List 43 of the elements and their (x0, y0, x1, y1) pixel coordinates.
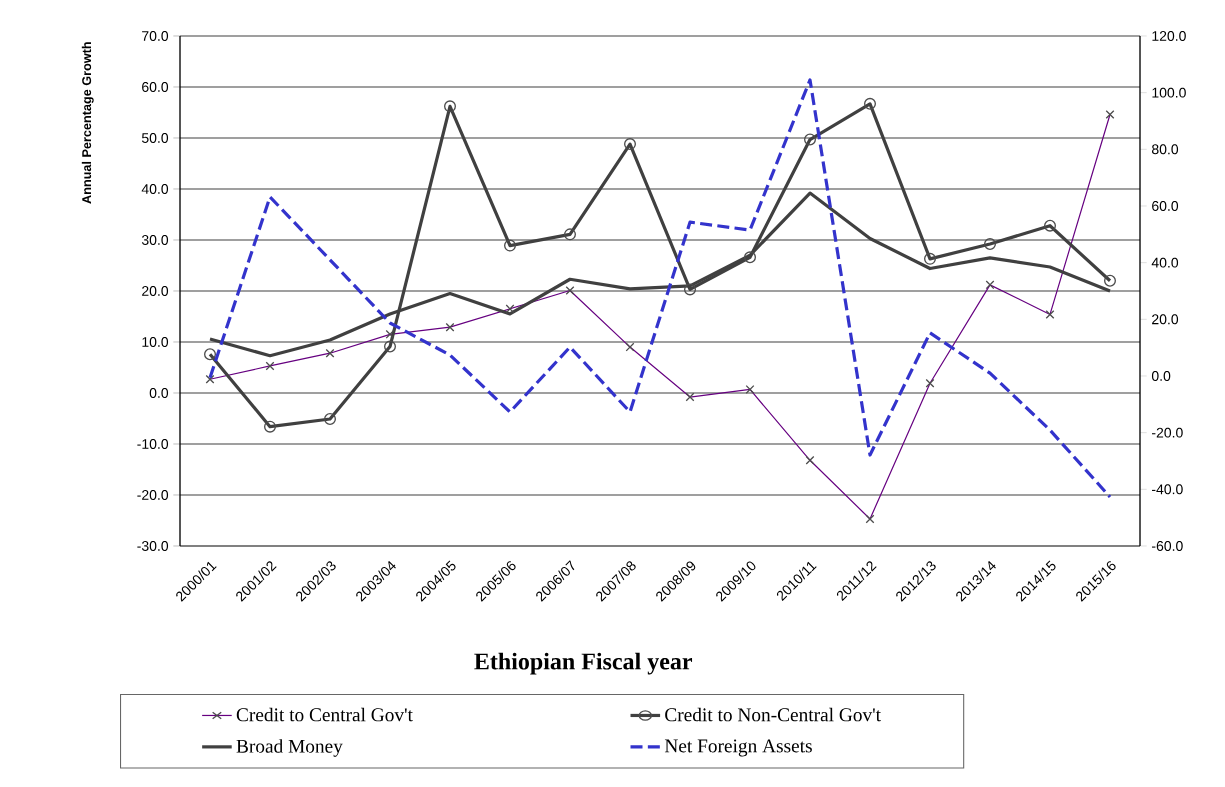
y-tick-label: 20.0 (142, 286, 169, 296)
y2-tick-label: 0.0 (1151, 371, 1171, 381)
y2-tick-label: 20.0 (1152, 314, 1179, 325)
legend-label: Credit to Central Gov't (236, 707, 413, 722)
x-axis-title: Ethiopian Fiscal year (474, 652, 693, 675)
y-tick-label: 40.0 (141, 184, 169, 194)
point (804, 133, 817, 146)
y2-tick-label: 100.0 (1152, 87, 1186, 98)
point (624, 138, 637, 151)
point (744, 251, 757, 264)
point (264, 420, 277, 433)
y-tick-label: -30.0 (137, 541, 169, 551)
y2-tick-label: 40.0 (1151, 257, 1179, 268)
y-tick-label: 70.0 (142, 31, 169, 41)
legend-label: Net Foreign Assets (664, 739, 812, 757)
legend-label: Credit to Non-Central Gov't (665, 707, 881, 722)
y-tick-label: 0.0 (149, 388, 169, 398)
point (564, 228, 577, 241)
point (1104, 274, 1117, 287)
point (864, 97, 877, 110)
y-tick-label: 60.0 (142, 82, 169, 92)
point (444, 100, 457, 113)
point (204, 348, 217, 361)
y-tick-label: 30.0 (141, 235, 169, 245)
y2-tick-label: 80.0 (1151, 144, 1179, 155)
y2-tick-label: 60.0 (1152, 201, 1179, 211)
y2-tick-label: 120.0 (1152, 31, 1186, 41)
point (984, 238, 997, 251)
y-tick-label: -10.0 (137, 439, 169, 449)
y2-tick-label: -40.0 (1152, 484, 1183, 495)
y-axis-title: Annual Percentage Growth (81, 42, 94, 204)
point (384, 340, 397, 353)
y-tick-label: -20.0 (137, 490, 169, 500)
y-tick-label: 10.0 (142, 337, 169, 347)
point (684, 283, 697, 296)
point (924, 252, 937, 265)
point (324, 412, 337, 425)
legend-label: Broad Money (236, 739, 343, 757)
point (504, 239, 517, 252)
y2-tick-label: -20.0 (1152, 427, 1183, 438)
point (1044, 219, 1057, 232)
y-tick-label: 50.0 (141, 133, 169, 143)
y2-tick-label: -60.0 (1152, 541, 1183, 551)
